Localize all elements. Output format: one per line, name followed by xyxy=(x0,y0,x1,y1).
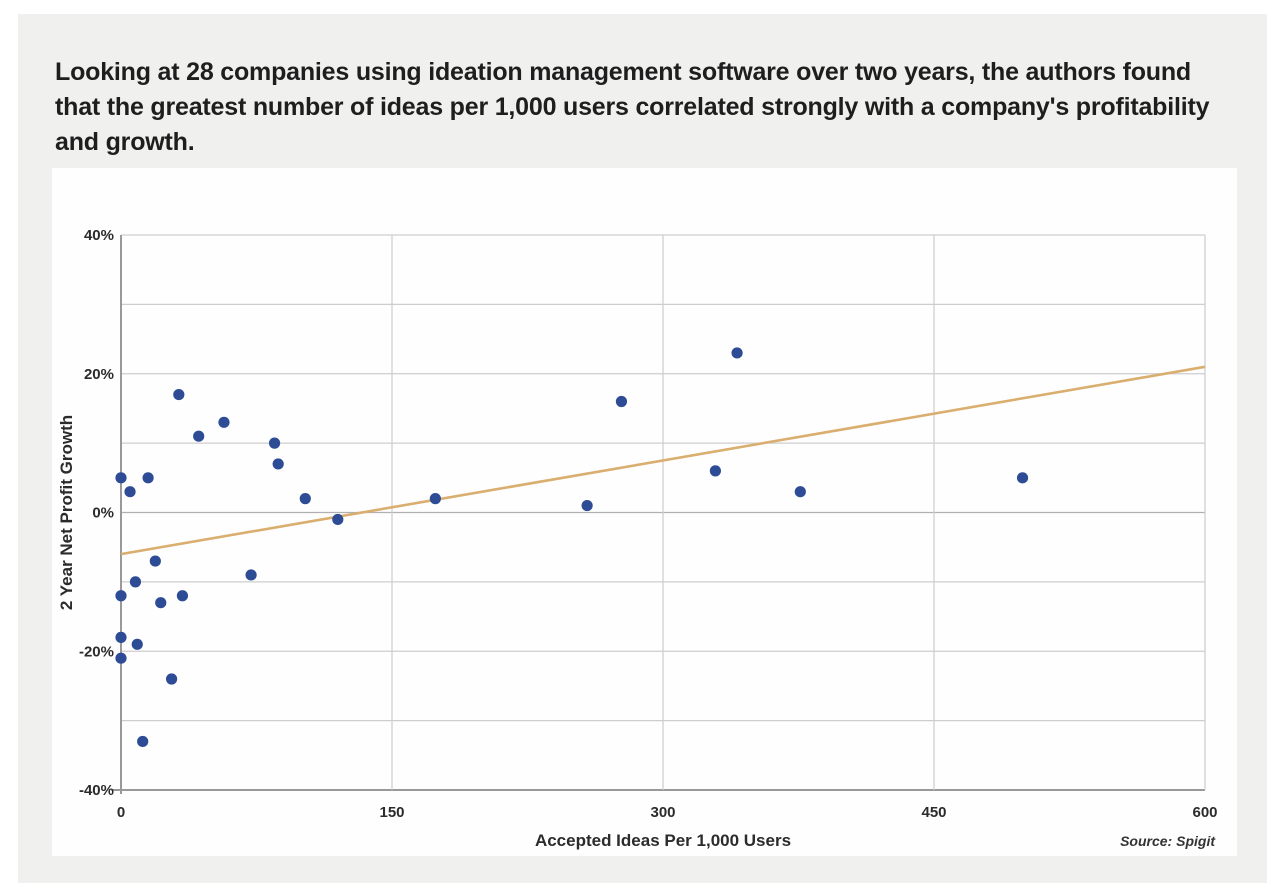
scatter-point xyxy=(165,673,178,685)
scatter-point xyxy=(332,513,344,526)
y-tick-label: -40% xyxy=(79,782,114,799)
scatter-point xyxy=(731,347,743,359)
y-tick-label: -20% xyxy=(79,643,114,660)
chart-card: 40% 20% 0% -20% -40% 0 150 300 450 600 Accepted Id… xyxy=(52,168,1237,856)
x-tick-label: 600 xyxy=(1192,804,1217,821)
scatter-point xyxy=(149,555,161,567)
y-tick-label: 40% xyxy=(84,227,114,244)
scatter-point xyxy=(581,499,593,512)
scatter-point xyxy=(124,486,136,498)
scatter-point xyxy=(1016,472,1029,484)
scatter-point xyxy=(115,590,127,602)
scatter-point xyxy=(137,735,149,748)
x-tick-label: 450 xyxy=(921,804,946,821)
scatter-point xyxy=(115,631,127,643)
scatter-point xyxy=(193,430,205,442)
scatter-point xyxy=(429,493,441,505)
y-tick-label: 0% xyxy=(92,505,114,522)
x-tick-label: 300 xyxy=(650,804,675,821)
scatter-point xyxy=(131,638,143,650)
gray-background-panel: Looking at 28 companies using ideation m… xyxy=(18,14,1267,883)
scatter-point xyxy=(268,437,281,449)
y-axis-title: 2 Year Net Profit Growth xyxy=(57,415,76,610)
x-axis-title: Accepted Ideas Per 1,000 Users xyxy=(535,831,791,850)
source-note: Source: Spigit xyxy=(1120,833,1216,849)
scatter-point xyxy=(794,486,806,498)
scatter-point xyxy=(709,465,721,477)
scatter-point xyxy=(299,493,311,505)
scatter-plot-svg: 40% 20% 0% -20% -40%0 150 300 450 600 Accepted Id… xyxy=(57,227,1218,850)
scatter-point xyxy=(245,569,257,581)
scatter-point xyxy=(272,458,284,470)
scatter-point xyxy=(155,597,167,609)
scatter-point xyxy=(129,576,142,588)
scatter-point xyxy=(142,472,154,484)
scatter-point xyxy=(115,472,127,484)
scatter-point xyxy=(176,590,189,602)
trend-line xyxy=(120,365,1206,556)
scatter-point xyxy=(615,395,628,408)
x-tick-label: 0 xyxy=(117,804,125,821)
scatter-point xyxy=(173,388,185,401)
scatter-point xyxy=(218,416,230,428)
x-tick-label: 150 xyxy=(379,804,404,821)
scatter-point xyxy=(115,652,127,664)
chart-caption: Looking at 28 companies using ideation m… xyxy=(55,58,1210,156)
y-tick-label: 20% xyxy=(84,366,114,383)
